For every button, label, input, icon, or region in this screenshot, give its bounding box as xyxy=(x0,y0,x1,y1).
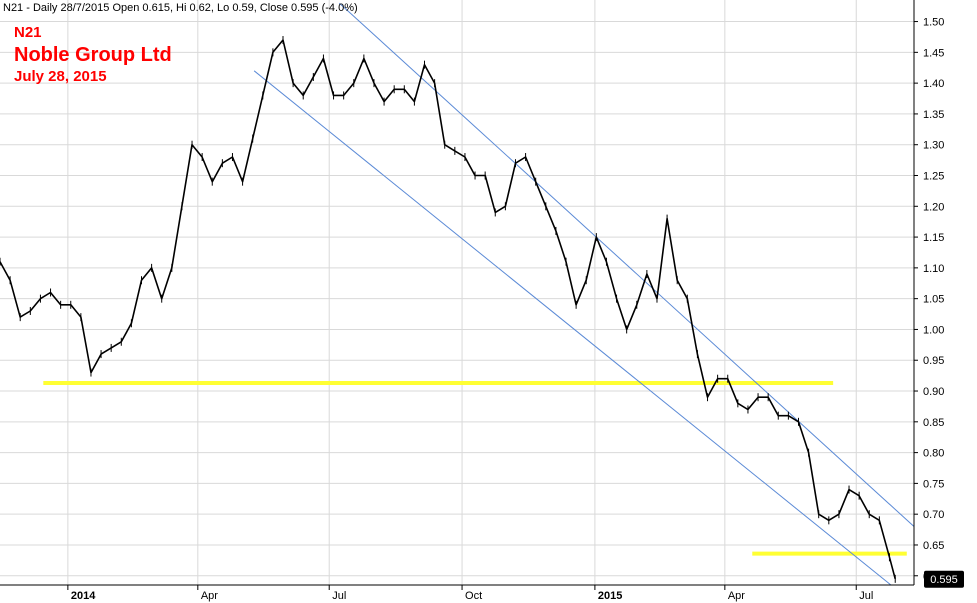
y-tick-label: 1.35 xyxy=(923,109,944,121)
x-tick-label: Apr xyxy=(201,590,218,602)
price-line xyxy=(0,39,896,580)
channel-lines xyxy=(253,2,915,586)
y-tick-label: 0.85 xyxy=(923,417,944,429)
x-tick-label: Apr xyxy=(728,590,745,602)
y-tick-label: 1.30 xyxy=(923,140,944,152)
y-tick-label: 0.80 xyxy=(923,448,944,460)
last-value-label-bg xyxy=(924,570,964,588)
last-value-label-text: 0.595 xyxy=(930,574,958,586)
channel-line xyxy=(253,70,892,586)
x-axis-ticks: 2014 Apr Jul Oct 2015 Apr Jul xyxy=(67,585,873,602)
date-annotation: July 28, 2015 xyxy=(14,68,107,85)
y-tick-label: 0.95 xyxy=(923,355,944,367)
y-tick-label: 1.20 xyxy=(923,201,944,213)
price-series xyxy=(0,36,896,583)
y-tick-label: 0.70 xyxy=(923,509,944,521)
y-tick-label: 1.00 xyxy=(923,324,944,336)
y-tick-label: 1.15 xyxy=(923,232,944,244)
y-tick-label: 1.45 xyxy=(923,47,944,59)
last-value-label: 0.595 xyxy=(924,570,964,588)
y-tick-label: 1.50 xyxy=(923,17,944,29)
gridlines xyxy=(0,0,914,585)
channel-line xyxy=(338,2,915,527)
company-annotation: Noble Group Ltd xyxy=(14,44,172,66)
x-tick-label: Jul xyxy=(332,590,346,602)
x-tick-label: Jul xyxy=(859,590,873,602)
chart-info-line: N21 - Daily 28/7/2015 Open 0.615, Hi 0.6… xyxy=(3,2,358,14)
y-tick-label: 1.10 xyxy=(923,263,944,275)
y-tick-label: 0.75 xyxy=(923,478,944,490)
y-tick-label: 0.65 xyxy=(923,540,944,552)
x-tick-label: 2015 xyxy=(598,590,622,602)
y-tick-label: 1.40 xyxy=(923,78,944,90)
support-lines xyxy=(43,381,907,556)
x-tick-label: Oct xyxy=(465,590,482,602)
y-tick-label: 1.25 xyxy=(923,171,944,183)
y-axis-ticks: 0.600.650.700.750.800.850.900.951.001.05… xyxy=(914,17,944,583)
ticker-annotation: N21 xyxy=(14,24,42,41)
y-tick-label: 0.90 xyxy=(923,386,944,398)
x-tick-label: 2014 xyxy=(71,590,96,602)
y-tick-label: 1.05 xyxy=(923,294,944,306)
